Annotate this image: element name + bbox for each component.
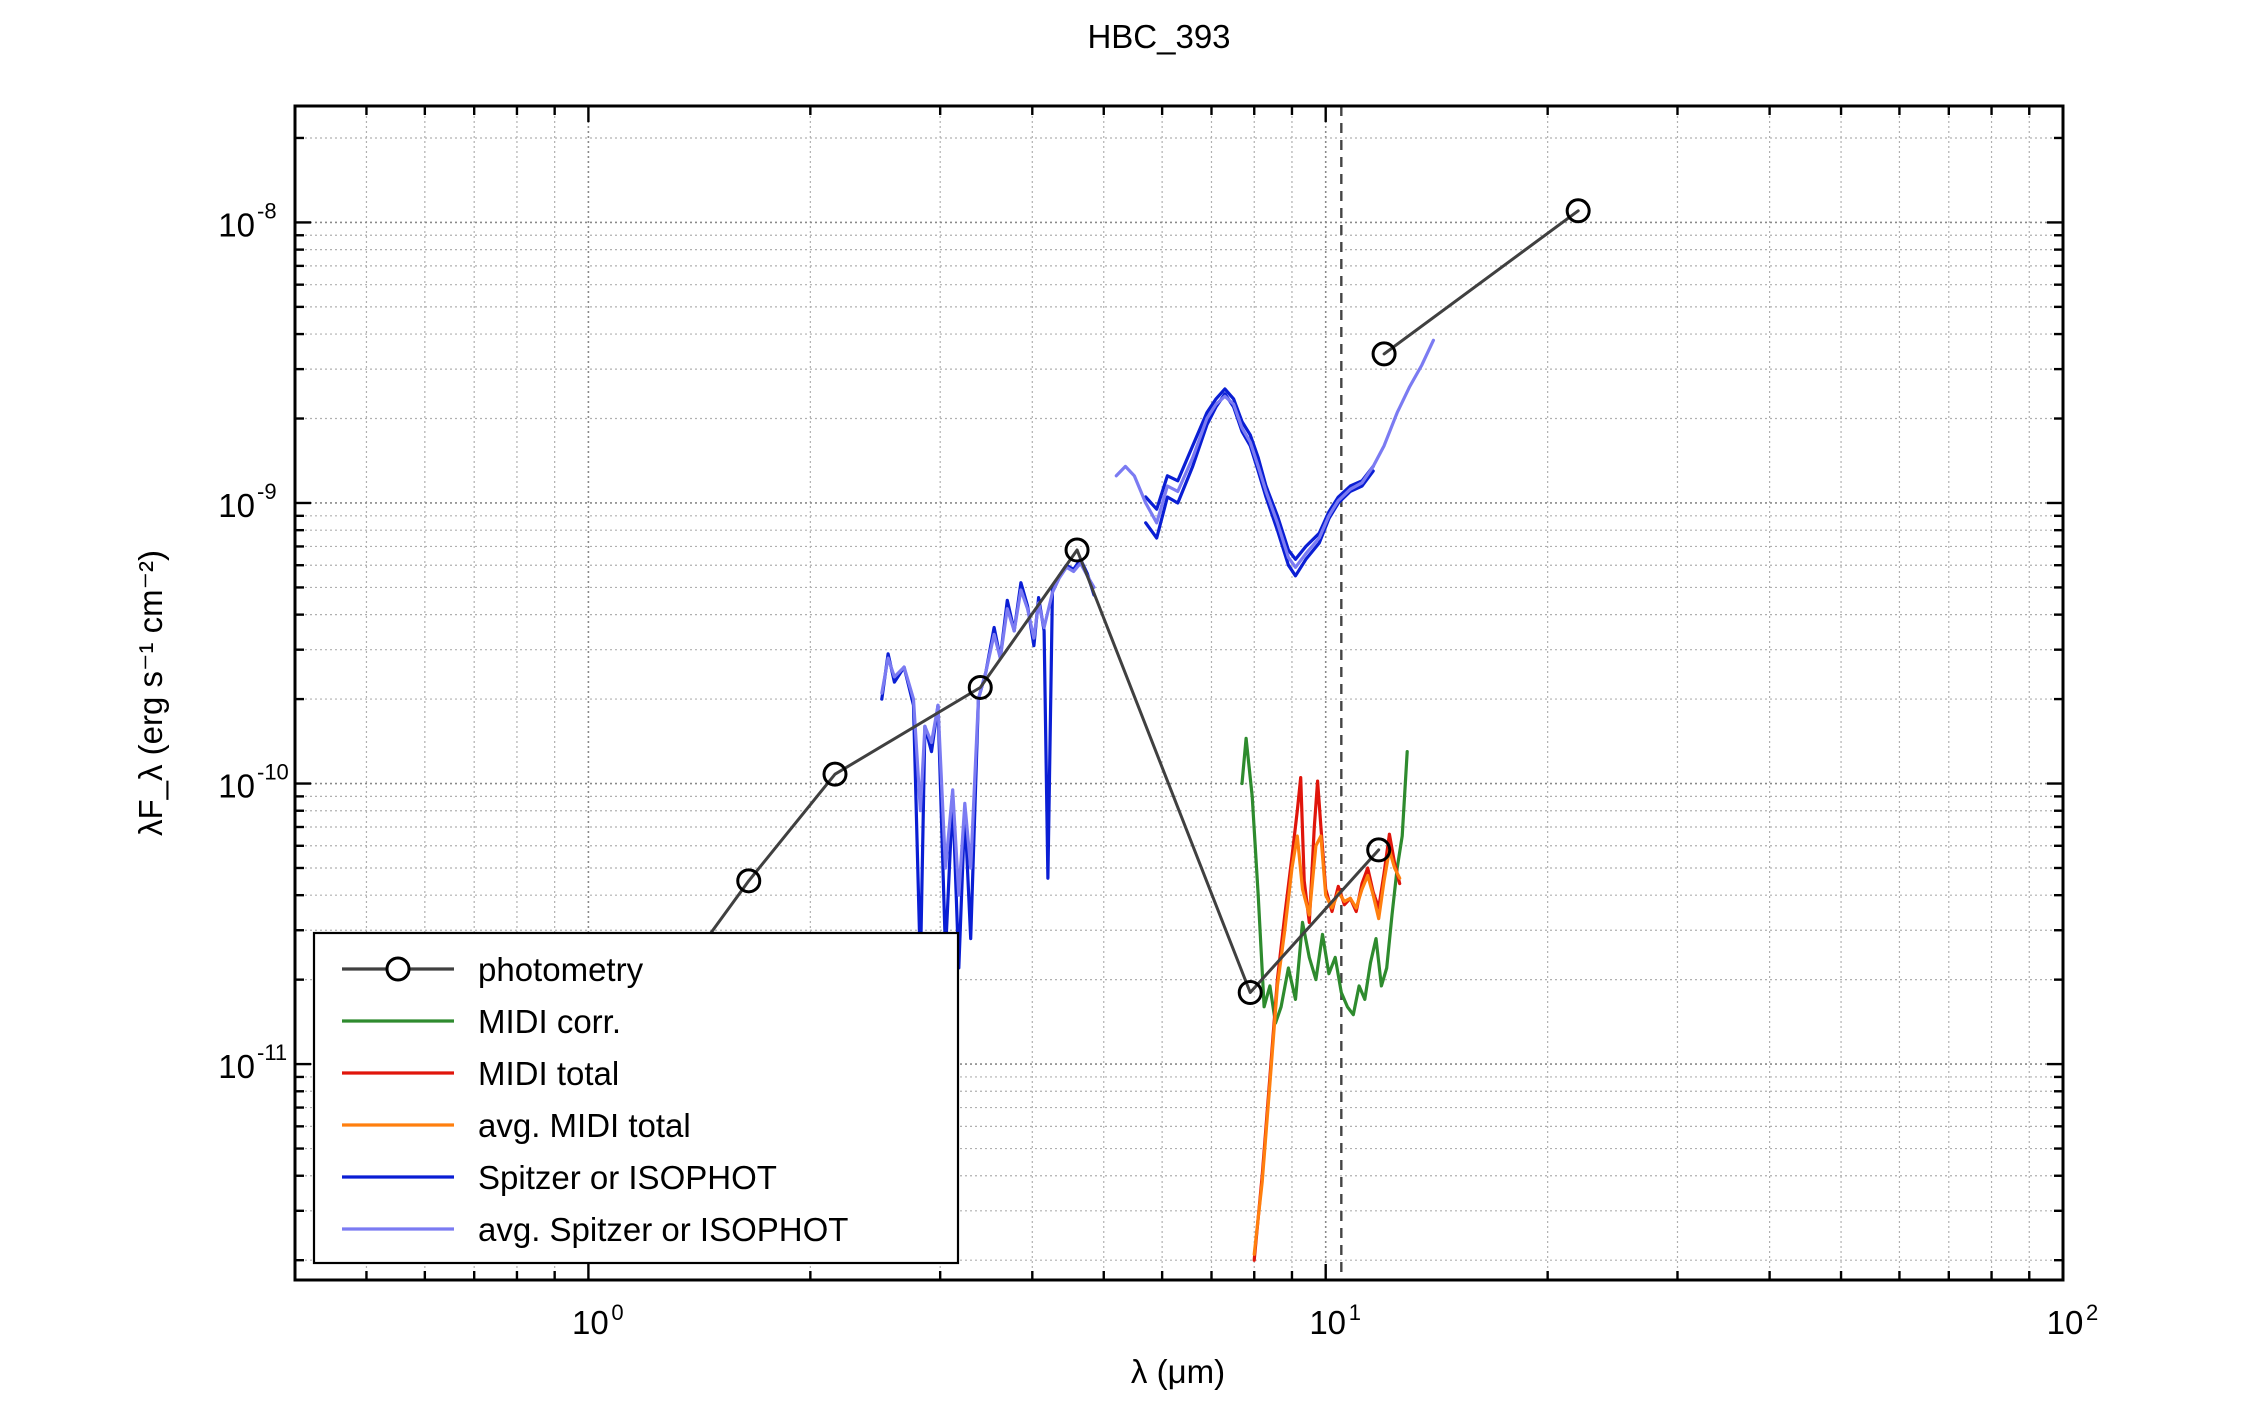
axes-frame: [293, 104, 2065, 1282]
legend-label: Spitzer or ISOPHOT: [478, 1159, 777, 1196]
legend-item-avg-midi-total: avg. MIDI total: [342, 1107, 691, 1144]
midi-corr-line: [1240, 736, 1409, 1025]
y-tick-exponent: -10: [257, 760, 289, 785]
x-tick-exponent: 0: [611, 1300, 623, 1325]
avg-spitzer-or-isophot-line: [880, 561, 1096, 897]
legend-item-midi-total: MIDI total: [342, 1055, 619, 1092]
legend-label: photometry: [478, 951, 644, 988]
x-tick-label: 10: [2047, 1304, 2084, 1341]
x-tick-exponent: 1: [1349, 1300, 1361, 1325]
photometry-point: [736, 868, 762, 894]
photometry-line: [1382, 209, 1580, 356]
legend-label: MIDI corr.: [478, 1003, 621, 1040]
grid: [294, 106, 2064, 1280]
avg-midi-total-series: [1252, 834, 1402, 1256]
x-tick-exponent: 2: [2086, 1300, 2098, 1325]
photometry-point: [1237, 979, 1263, 1005]
y-tick-exponent: -11: [257, 1040, 287, 1065]
photometry-line: [637, 548, 1381, 1034]
legend-label: MIDI total: [478, 1055, 619, 1092]
x-tick-label: 10: [572, 1304, 609, 1341]
series-layer: [637, 198, 1591, 1262]
avg-spitzer-or-isophot-line: [1114, 338, 1435, 569]
x-tick-label: 10: [1309, 1304, 1346, 1341]
y-axis-label: λF_λ (erg s⁻¹ cm⁻²): [132, 550, 169, 836]
photometry-point: [1565, 198, 1591, 224]
photometry-point: [967, 674, 993, 700]
legend-item-photometry: photometry: [342, 951, 644, 988]
legend-item-spitzer-or-isophot: Spitzer or ISOPHOT: [342, 1159, 777, 1196]
photometry-point: [822, 761, 848, 787]
avg-spitzer-or-isophot-series: [880, 338, 1435, 897]
photometry-point: [1064, 537, 1090, 563]
x-axis-label: λ (μm): [1131, 1353, 1225, 1390]
y-axis-label-text: λF_λ (erg s⁻¹ cm⁻²): [132, 550, 169, 836]
midi-corr-series: [1240, 736, 1409, 1025]
y-tick-label: 10: [218, 206, 255, 243]
photometry-series: [637, 198, 1591, 1034]
chart-title: HBC_393: [1087, 18, 1230, 55]
legend-item-midi-corr: MIDI corr.: [342, 1003, 621, 1040]
y-tick-label: 10: [218, 768, 255, 805]
legend-marker: [385, 956, 411, 982]
y-tick-exponent: -9: [257, 479, 277, 504]
legend-label: avg. MIDI total: [478, 1107, 691, 1144]
avg-midi-total-line: [1252, 834, 1402, 1256]
photometry-point: [1366, 837, 1392, 863]
legend: photometry MIDI corr. MIDI total avg. MIDI …: [312, 931, 960, 1265]
photometry-point: [1371, 341, 1397, 367]
y-tick-exponent: -8: [257, 198, 277, 223]
y-tick-label: 10: [218, 487, 255, 524]
legend-box: [312, 931, 960, 1265]
plot-frame: [293, 104, 2065, 1282]
spitzer-or-isophot-line: [1144, 387, 1375, 561]
legend-label: avg. Spitzer or ISOPHOT: [478, 1211, 848, 1248]
y-tick-label: 10: [218, 1048, 255, 1085]
legend-item-avg-spitzer-or-isophot: avg. Spitzer or ISOPHOT: [342, 1211, 848, 1248]
